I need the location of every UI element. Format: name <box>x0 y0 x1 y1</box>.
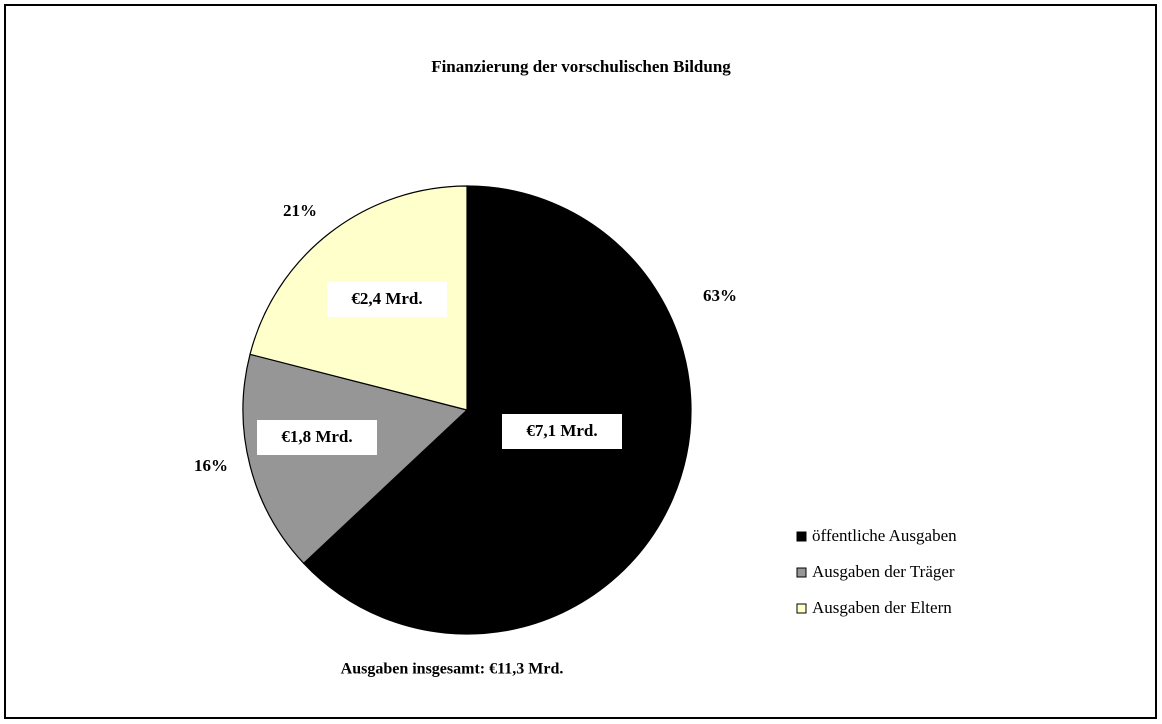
annotation: Ausgaben insgesamt: €11,3 Mrd. <box>341 661 564 678</box>
amount-label: €7,1 Mrd. <box>526 421 597 440</box>
value-label: 16% <box>194 456 228 475</box>
pie-slice <box>242 353 469 565</box>
pie-slice <box>302 185 692 635</box>
amount-label: €2,4 Mrd. <box>351 289 422 308</box>
amount-label-box <box>502 414 622 449</box>
legend-swatch <box>796 567 807 578</box>
legend-swatch <box>796 603 807 614</box>
legend-label: Ausgaben der Eltern <box>812 598 952 617</box>
amount-label-box <box>257 420 377 455</box>
amount-label-box <box>327 282 447 317</box>
chart-title: Finanzierung der vorschulischen Bildung <box>431 57 731 76</box>
legend-swatch <box>796 531 807 542</box>
amount-label: €1,8 Mrd. <box>281 427 352 446</box>
legend-label: öffentliche Ausgaben <box>812 526 957 545</box>
legend-label: Ausgaben der Träger <box>812 562 955 581</box>
value-label: 21% <box>283 201 317 220</box>
value-label: 63% <box>703 286 737 305</box>
